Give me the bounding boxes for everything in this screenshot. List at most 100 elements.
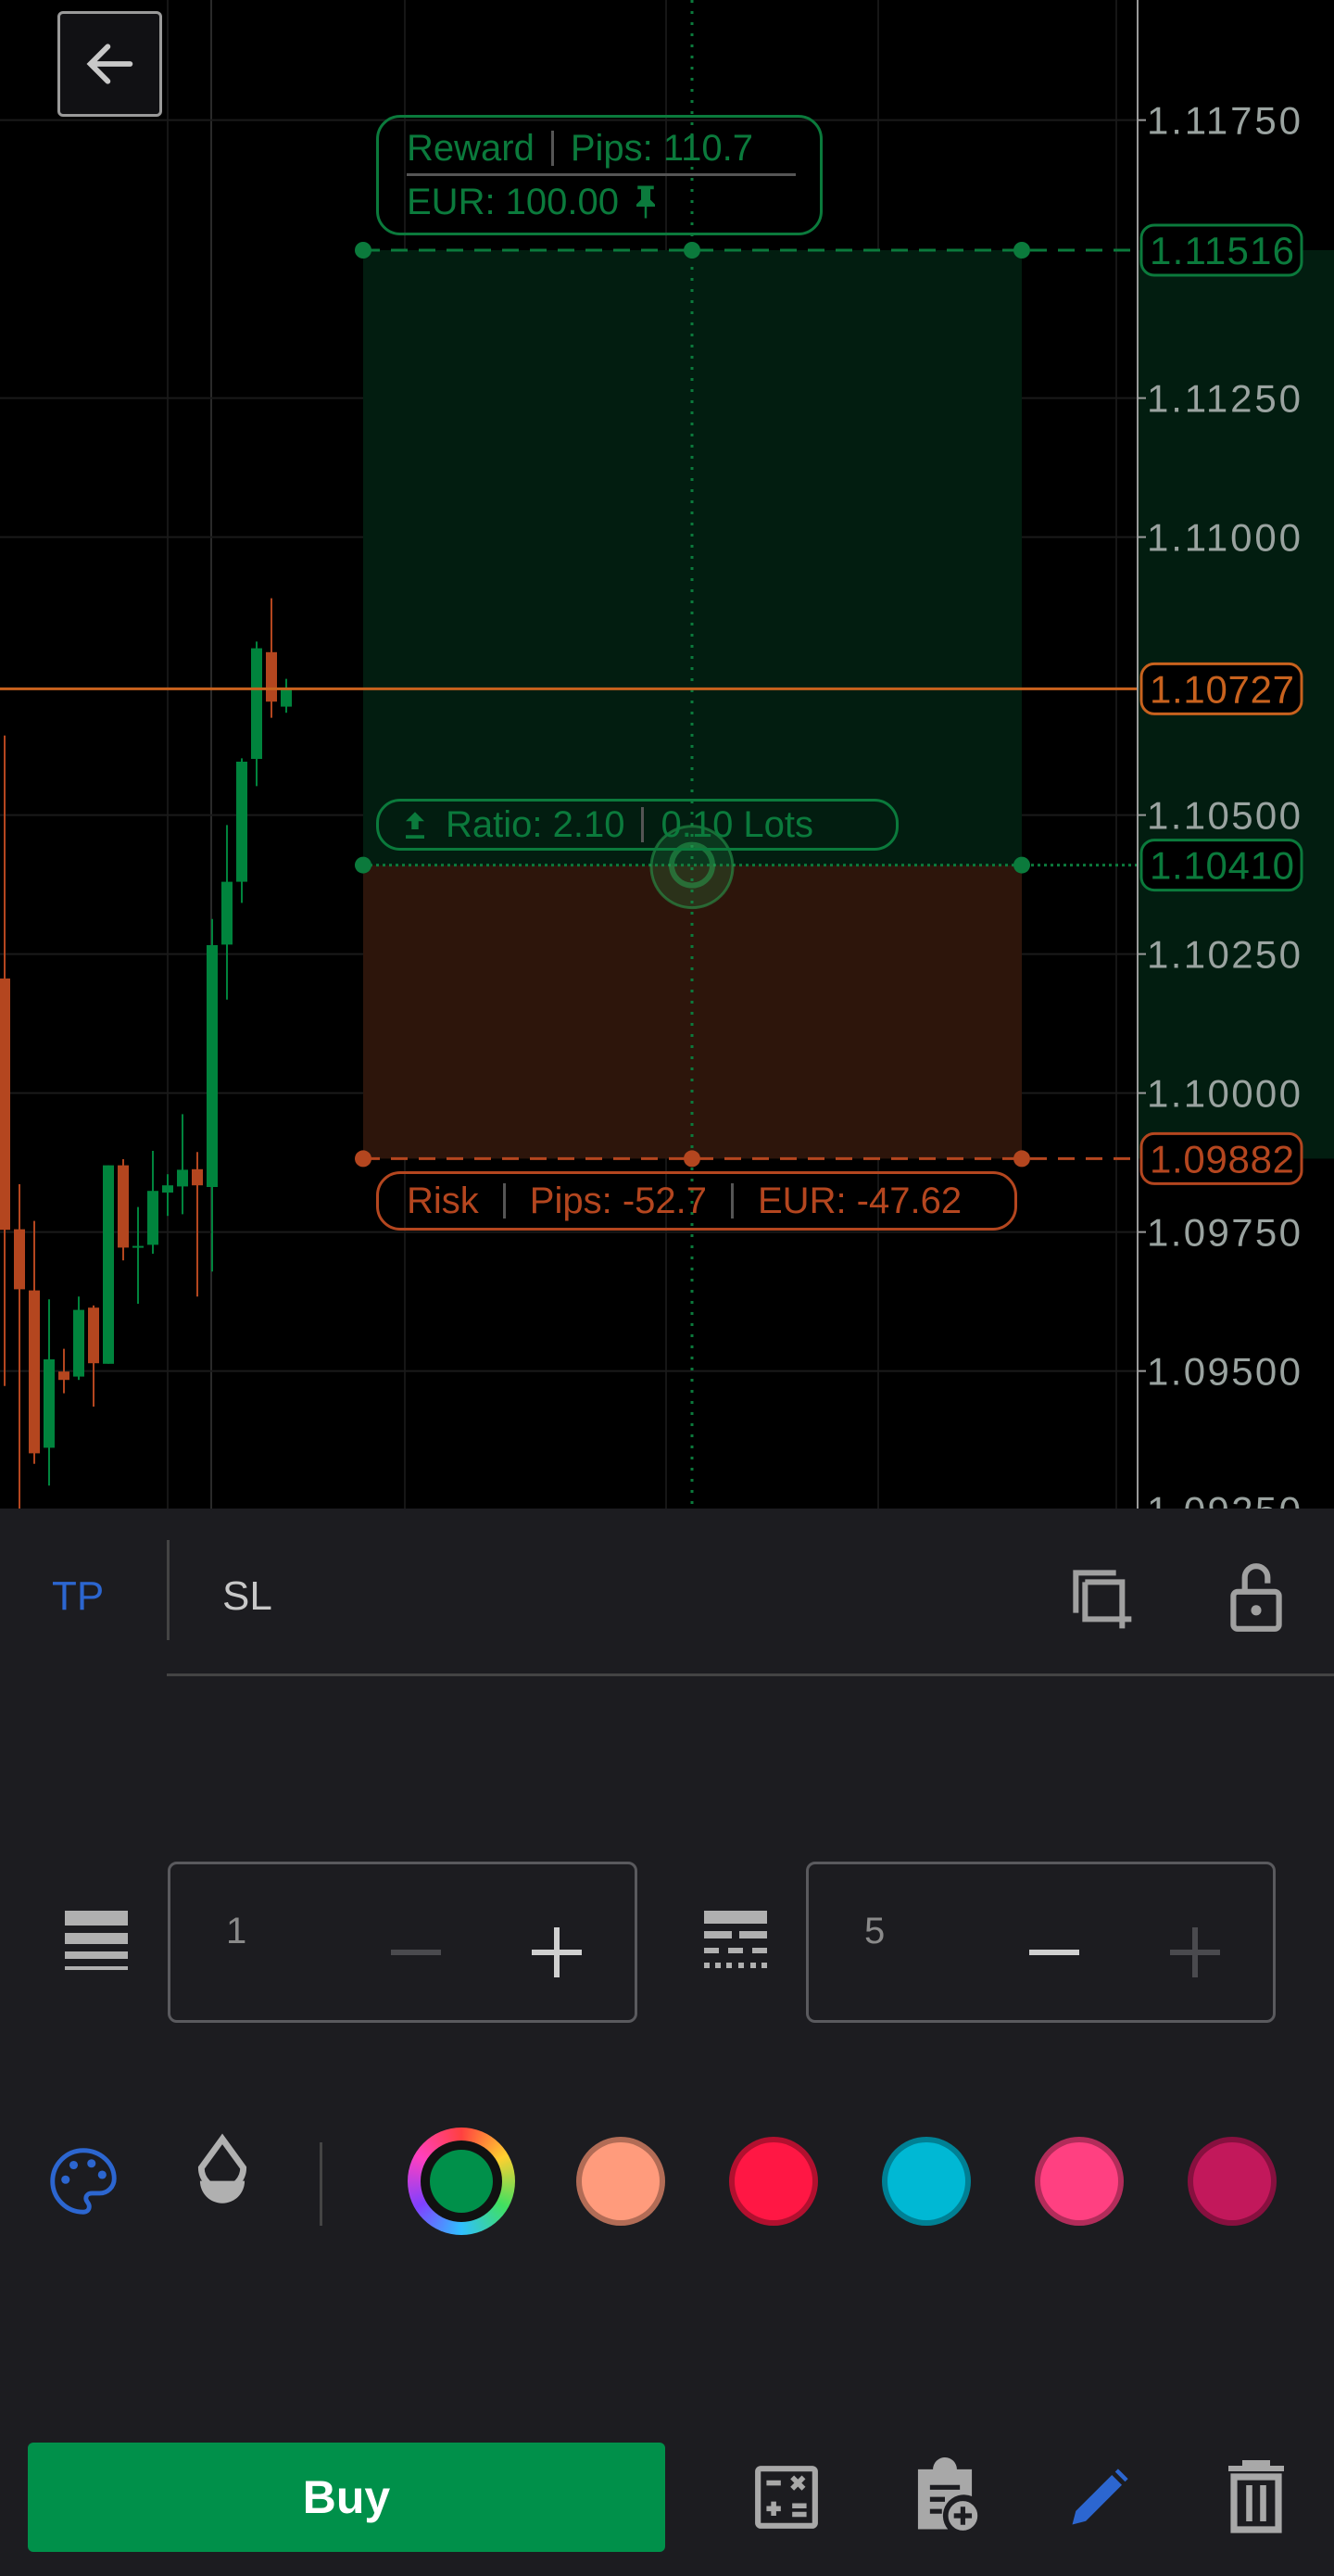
line-width-stepper[interactable]: 1 bbox=[168, 1862, 637, 2023]
candle bbox=[44, 1299, 55, 1486]
price-chart[interactable]: 1.11750 1.11250 1.11000 1.10500 1.10250 1.100… bbox=[0, 0, 1334, 1533]
candle bbox=[192, 1152, 203, 1297]
candle bbox=[281, 678, 292, 713]
lock-open-icon[interactable] bbox=[1221, 1560, 1291, 1635]
axis-tick-label: 1.11750 bbox=[1147, 99, 1301, 143]
candle-body bbox=[14, 1229, 25, 1290]
risk-pips: Pips: -52.7 bbox=[529, 1180, 707, 1221]
risk-amount: EUR: -47.62 bbox=[758, 1180, 963, 1221]
axis-tick-label: 1.11250 bbox=[1147, 377, 1301, 421]
axis-tick-label: 1.09500 bbox=[1147, 1350, 1301, 1394]
candle bbox=[29, 1220, 40, 1464]
trash-icon[interactable] bbox=[1223, 2457, 1290, 2535]
separator bbox=[550, 131, 554, 166]
reward-label[interactable]: Reward Pips: 110.7 EUR: 100.00 bbox=[376, 115, 823, 235]
color-swatch[interactable] bbox=[408, 2128, 515, 2235]
candle-body bbox=[236, 762, 247, 882]
settings-panel: TP SL 1 5 Buy bbox=[0, 1509, 1334, 2576]
candle bbox=[0, 735, 10, 1386]
duplicate-icon[interactable] bbox=[1063, 1560, 1138, 1635]
calculator-icon[interactable] bbox=[752, 2463, 821, 2532]
candle-body bbox=[281, 689, 292, 707]
edit-pencil-icon[interactable] bbox=[1063, 2463, 1134, 2533]
candle bbox=[207, 918, 218, 1272]
take-profit-price-tag-box bbox=[1139, 223, 1303, 277]
current-price-tag-box bbox=[1139, 662, 1303, 715]
candle bbox=[118, 1159, 129, 1261]
candle-body bbox=[118, 1165, 129, 1248]
candle-body bbox=[221, 881, 233, 945]
risk-label[interactable]: Risk Pips: -52.7 EUR: -47.62 bbox=[376, 1171, 1017, 1231]
chart-area[interactable]: 1.11750 1.11250 1.11000 1.10500 1.10250 1.100… bbox=[0, 0, 1334, 1533]
separator bbox=[641, 807, 645, 842]
color-swatch[interactable] bbox=[729, 2137, 818, 2226]
line-thickness-icon bbox=[65, 1911, 128, 1970]
line-style-stepper[interactable]: 5 bbox=[806, 1862, 1276, 2023]
candle-body bbox=[73, 1309, 84, 1377]
palette-icon[interactable] bbox=[44, 2142, 122, 2220]
drag-handle[interactable] bbox=[355, 856, 371, 874]
drag-handle[interactable] bbox=[355, 1150, 371, 1168]
entry-ring bbox=[669, 841, 715, 889]
clipboard-add-icon[interactable] bbox=[908, 2457, 982, 2535]
candle-body bbox=[251, 648, 262, 759]
decrement-button[interactable] bbox=[391, 1950, 441, 1955]
ratio-label[interactable]: Ratio: 2.10 0.10 Lots bbox=[376, 799, 899, 851]
candle-body bbox=[0, 979, 10, 1231]
drag-handle[interactable] bbox=[1013, 856, 1030, 874]
candle-body bbox=[147, 1191, 158, 1245]
color-swatch[interactable] bbox=[576, 2137, 665, 2226]
candle-body bbox=[266, 651, 277, 702]
axis-tick-label: 1.11000 bbox=[1147, 516, 1301, 560]
color-swatch[interactable] bbox=[882, 2137, 971, 2226]
candle bbox=[14, 1184, 25, 1511]
upload-icon bbox=[406, 812, 424, 839]
divider bbox=[167, 1673, 1334, 1676]
drag-handle[interactable] bbox=[684, 1150, 700, 1168]
drag-handle[interactable] bbox=[1013, 1150, 1030, 1168]
drag-handle[interactable] bbox=[684, 242, 700, 259]
opacity-icon[interactable] bbox=[191, 2129, 254, 2222]
candle bbox=[251, 641, 262, 787]
decrement-button[interactable] bbox=[1029, 1950, 1079, 1955]
tab-tp[interactable]: TP bbox=[52, 1573, 105, 1619]
tab-sl[interactable]: SL bbox=[222, 1573, 272, 1619]
candle-body bbox=[88, 1307, 99, 1364]
drag-handle[interactable] bbox=[355, 242, 371, 259]
candle bbox=[73, 1296, 84, 1381]
increment-button[interactable] bbox=[1170, 1927, 1220, 1977]
axis-tick-label: 1.10000 bbox=[1147, 1072, 1301, 1116]
candle bbox=[147, 1151, 158, 1254]
candle bbox=[236, 758, 247, 903]
lots-value: 0.10 Lots bbox=[661, 803, 814, 845]
back-button[interactable] bbox=[57, 11, 162, 117]
buy-button[interactable]: Buy bbox=[28, 2443, 665, 2552]
entry-price-tag-box bbox=[1139, 839, 1303, 892]
candle-body bbox=[162, 1185, 173, 1193]
axis-tick-label: 1.09250 bbox=[1147, 1489, 1301, 1509]
pin-icon[interactable] bbox=[632, 183, 660, 221]
candle-body bbox=[192, 1168, 203, 1186]
color-swatch[interactable] bbox=[1035, 2137, 1124, 2226]
ratio-value: Ratio: 2.10 bbox=[446, 803, 625, 845]
reward-amount: EUR: 100.00 bbox=[407, 181, 620, 222]
entry-price-tag: 1.10410 bbox=[1150, 844, 1294, 888]
drag-handle[interactable] bbox=[1013, 242, 1030, 259]
divider bbox=[320, 2142, 322, 2226]
candle bbox=[162, 1174, 173, 1217]
axis-tick-label: 1.10250 bbox=[1147, 933, 1301, 977]
risk-title: Risk bbox=[407, 1180, 479, 1221]
entry-move-handle[interactable] bbox=[649, 825, 735, 910]
candle-body bbox=[58, 1371, 69, 1381]
separator bbox=[502, 1183, 506, 1219]
line-style-icon bbox=[704, 1911, 767, 1968]
take-profit-price-tag: 1.11516 bbox=[1150, 229, 1294, 272]
candle bbox=[58, 1348, 69, 1394]
candle-body bbox=[29, 1290, 40, 1454]
arrow-left-icon bbox=[86, 44, 132, 84]
candle bbox=[221, 825, 233, 1000]
candle bbox=[177, 1114, 188, 1215]
color-swatch[interactable] bbox=[1188, 2137, 1277, 2226]
candle-body bbox=[177, 1169, 188, 1187]
increment-button[interactable] bbox=[532, 1927, 582, 1977]
